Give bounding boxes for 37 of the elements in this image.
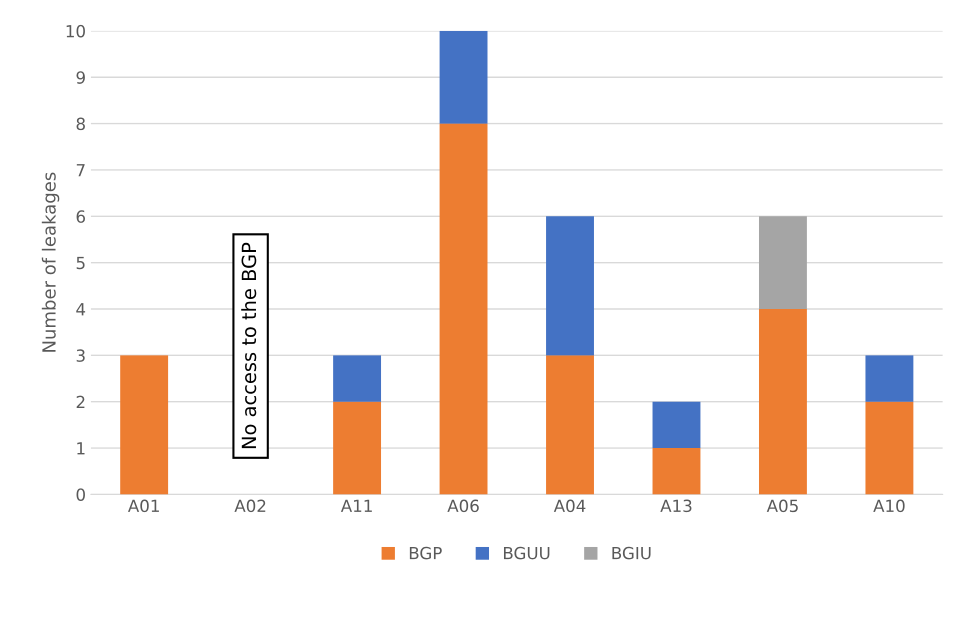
legend-label: BGIU xyxy=(612,546,651,560)
legend-label: BGP xyxy=(410,546,442,560)
bar xyxy=(865,402,914,494)
bar xyxy=(758,216,807,309)
x-tick-label: A01 xyxy=(128,500,159,512)
bar xyxy=(333,355,382,402)
bar xyxy=(333,402,382,494)
y-tick-label: 3 xyxy=(76,349,85,362)
y-tick-label: 10 xyxy=(66,24,85,38)
x-tick-label: A02 xyxy=(234,500,266,512)
y-tick-label: 5 xyxy=(76,256,85,270)
x-tick-label: A04 xyxy=(554,500,586,512)
bar xyxy=(652,402,700,448)
bar xyxy=(546,355,594,494)
x-tick-label: A10 xyxy=(873,500,905,512)
bar xyxy=(120,355,168,494)
x-tick-label: A11 xyxy=(340,500,372,512)
bar xyxy=(546,216,594,356)
y-axis-title: Number of leakages xyxy=(42,172,60,352)
bar xyxy=(758,309,807,494)
x-tick-label: A13 xyxy=(660,500,692,512)
legend-label: BGUU xyxy=(504,546,550,560)
y-tick-label: 6 xyxy=(76,210,86,223)
x-tick-label: A05 xyxy=(766,500,798,512)
y-tick-label: 2 xyxy=(76,396,84,408)
y-tick-label: 4 xyxy=(76,303,86,316)
bar xyxy=(865,355,914,402)
x-tick-label: A06 xyxy=(447,500,479,512)
y-tick-label: 8 xyxy=(76,118,85,130)
bar xyxy=(440,124,488,494)
bar xyxy=(652,448,700,494)
y-tick-label: 0 xyxy=(76,488,85,501)
y-tick-label: 1 xyxy=(77,442,85,454)
annotation: No access to the BGP xyxy=(241,242,256,448)
bar xyxy=(440,30,488,124)
y-tick-label: 7 xyxy=(76,164,85,176)
y-tick-label: 9 xyxy=(76,71,85,84)
